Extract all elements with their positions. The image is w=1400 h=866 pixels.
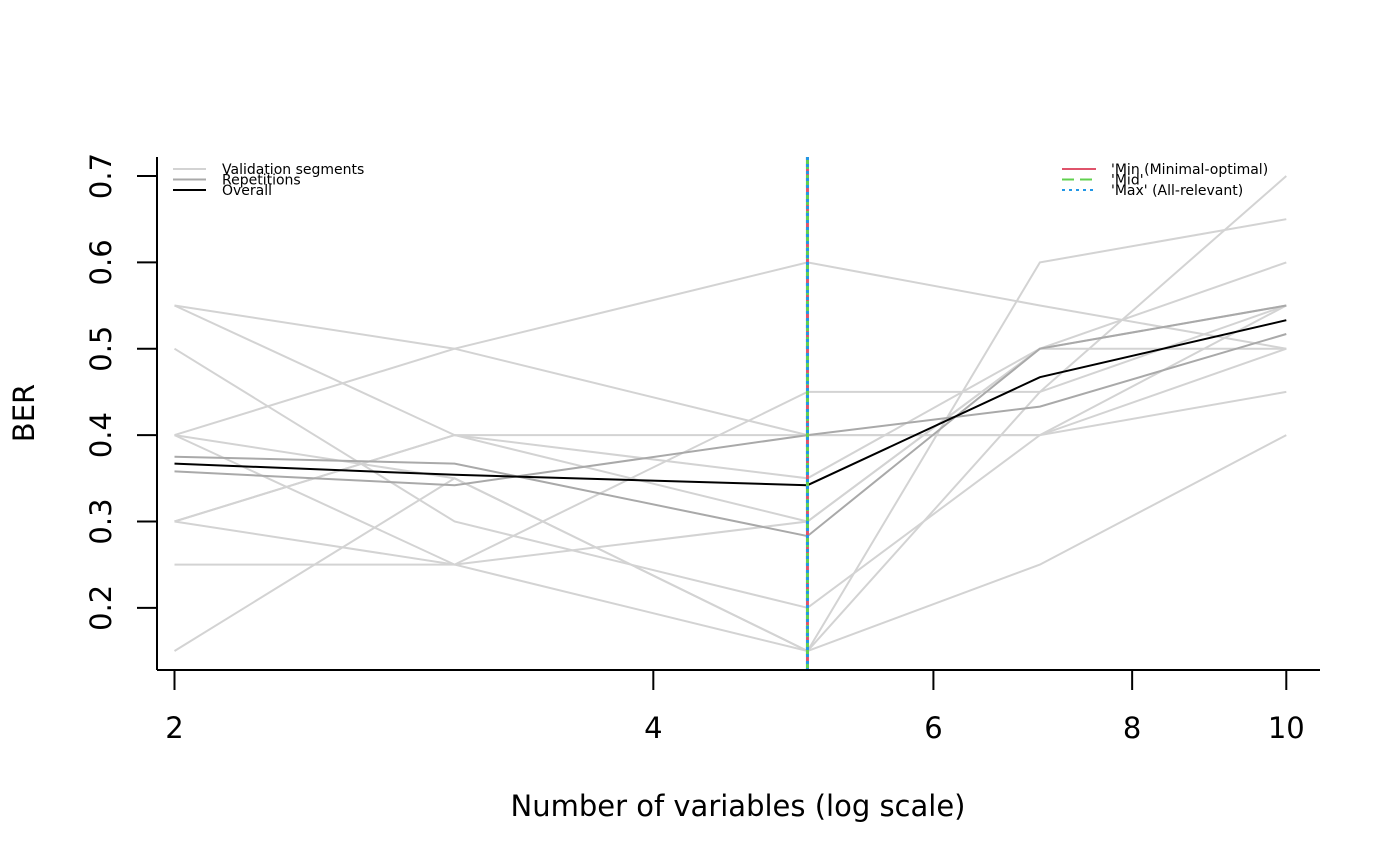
validation-segment-line-6 <box>174 304 1287 523</box>
validation-segment-line-2 <box>174 304 1287 523</box>
legend-label: Overall <box>222 183 272 199</box>
y-tick-label: 0.2 <box>84 585 118 631</box>
y-tick-label: 0.5 <box>84 326 118 372</box>
validation-segment-line-1 <box>174 304 1287 437</box>
x-tick-label: 8 <box>1123 711 1141 745</box>
x-tick-label: 2 <box>165 711 183 745</box>
validation-segment-line-10 <box>173 434 1287 653</box>
y-tick-label: 0.3 <box>84 498 118 544</box>
y-tick-label: 0.6 <box>84 239 118 285</box>
validation-segment-line-11 <box>174 175 1287 653</box>
legend-label: Repetitions <box>222 173 301 189</box>
y-tick-label: 0.4 <box>84 412 118 458</box>
x-axis-title: Number of variables (log scale) <box>511 789 966 823</box>
validation-segment-line-9 <box>174 347 1287 566</box>
x-tick-label: 10 <box>1268 711 1305 745</box>
validation-segment-line-3 <box>173 347 1287 609</box>
x-ticks: 2 4 6 8 10 <box>165 670 1305 745</box>
legend-label: Validation segments <box>222 162 364 178</box>
repetition-line-2 <box>174 333 1287 487</box>
legend-right: 'Min (Minimal-optimal)'Mid''Max' (All-re… <box>1062 162 1268 199</box>
axes <box>156 157 1320 671</box>
legend-label: 'Min (Minimal-optimal) <box>1111 162 1268 178</box>
legend-label: 'Max' (All-relevant) <box>1111 183 1243 199</box>
x-tick-label: 6 <box>924 711 942 745</box>
legend-label: 'Mid' <box>1111 173 1144 189</box>
plot-lines <box>173 157 1287 670</box>
x-tick-label: 4 <box>644 711 662 745</box>
y-axis-title: BER <box>7 384 41 442</box>
y-ticks: 0.2 0.3 0.4 0.5 0.6 0.7 <box>84 153 157 631</box>
y-tick-label: 0.7 <box>84 153 118 199</box>
